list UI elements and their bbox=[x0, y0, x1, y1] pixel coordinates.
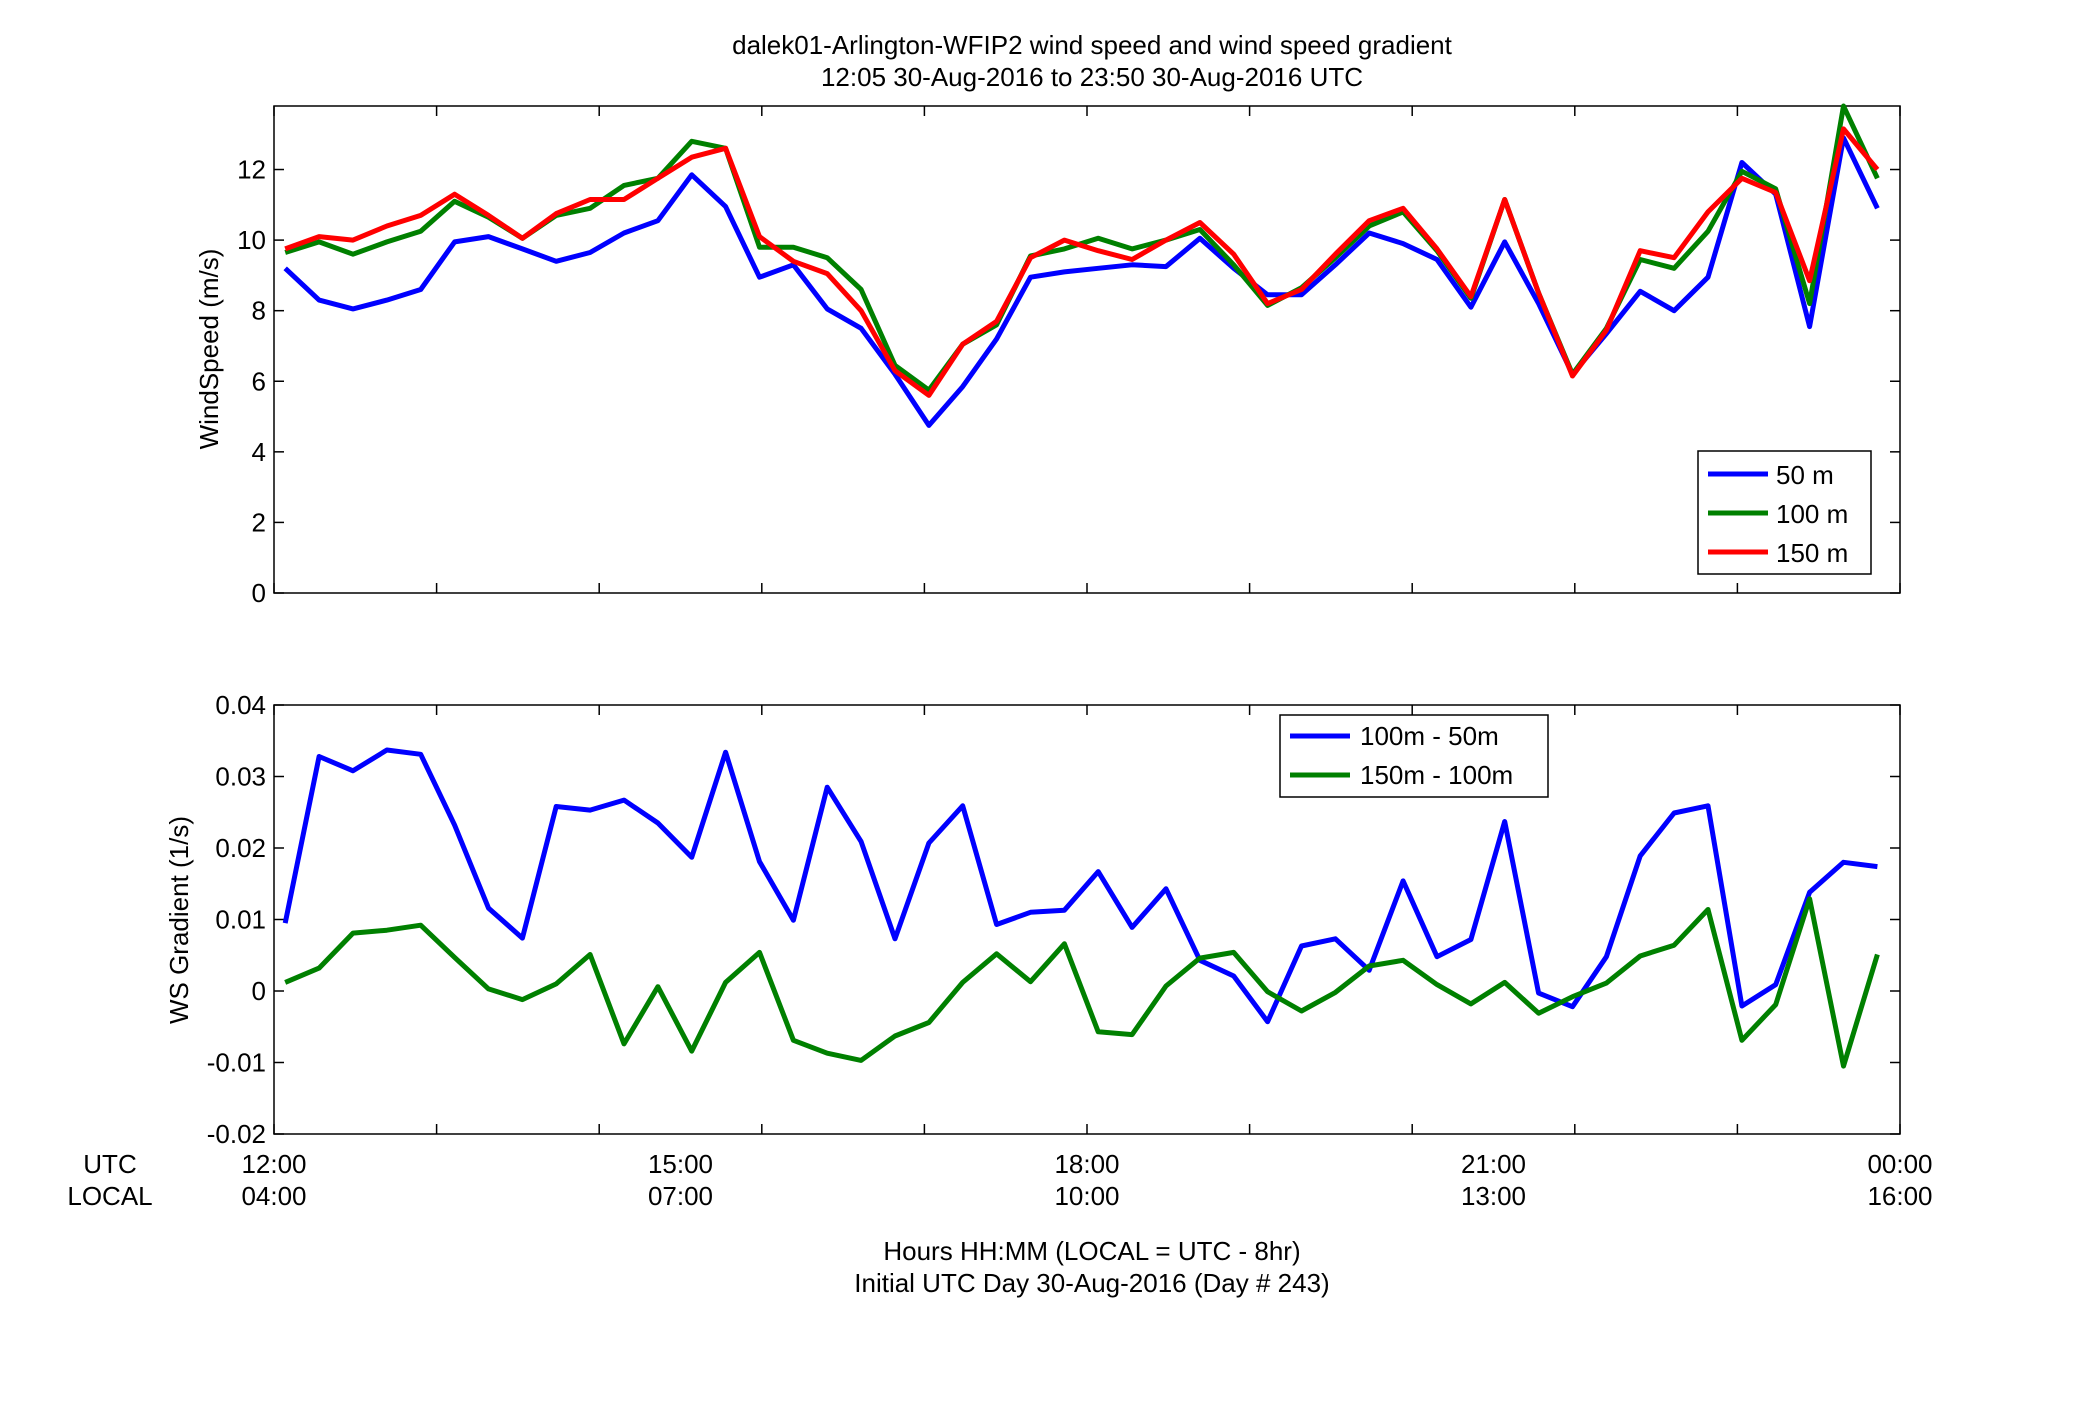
gradient-legend: 100m - 50m 150m - 100m bbox=[1279, 714, 1549, 798]
windspeed-legend: 50 m 100 m 150 m bbox=[1697, 450, 1872, 575]
windspeed-lines bbox=[283, 103, 1880, 428]
windspeed-panel: 0 2 4 6 8 10 12 WindSpeed (m/s) 50 m 100 m 150… bbox=[194, 103, 1901, 608]
windspeed-ytick-label: 6 bbox=[252, 366, 266, 396]
windspeed-ylabel: WindSpeed (m/s) bbox=[194, 249, 224, 450]
gradient-lines bbox=[282, 747, 1880, 1069]
windspeed-ytick-label: 2 bbox=[252, 507, 266, 537]
local-tick-label: 04:00 bbox=[241, 1181, 306, 1211]
series-line-150m-100m bbox=[284, 896, 1880, 1069]
xlabel-line1: Hours HH:MM (LOCAL = UTC - 8hr) bbox=[883, 1236, 1300, 1266]
legend-label-50m: 50 m bbox=[1776, 460, 1834, 490]
gradient-panel: -0.02 -0.01 0 0.01 0.02 0.03 0.04 WS Gradient … bbox=[164, 690, 1901, 1149]
legend-label-100m: 100 m bbox=[1776, 499, 1848, 529]
windspeed-ticks: 0 2 4 6 8 10 12 bbox=[237, 106, 1901, 608]
windspeed-ytick-label: 12 bbox=[237, 155, 266, 185]
local-tick-label: 13:00 bbox=[1461, 1181, 1526, 1211]
windspeed-ytick-label: 8 bbox=[252, 296, 266, 326]
legend-label-150m: 150 m bbox=[1776, 538, 1848, 568]
gradient-ytick-label: 0.03 bbox=[215, 762, 266, 792]
windspeed-ytick-label: 10 bbox=[237, 225, 266, 255]
series-line-50-m bbox=[283, 135, 1880, 428]
utc-row-label: UTC bbox=[83, 1149, 136, 1179]
local-row-label: LOCAL bbox=[67, 1181, 152, 1211]
utc-tick-label: 18:00 bbox=[1054, 1149, 1119, 1179]
time-axis-labels: 12:00 15:00 18:00 21:00 00:00 04:00 07:00 10:00… bbox=[241, 1149, 1932, 1211]
legend-label-150m-100m: 150m - 100m bbox=[1360, 760, 1513, 790]
series-line-100m-50m bbox=[282, 747, 1878, 1025]
gradient-ylabel: WS Gradient (1/s) bbox=[164, 816, 194, 1024]
legend-label-100m-50m: 100m - 50m bbox=[1360, 721, 1499, 751]
gradient-ytick-label: 0.01 bbox=[215, 905, 266, 935]
figure-title-line2: 12:05 30-Aug-2016 to 23:50 30-Aug-2016 U… bbox=[821, 62, 1363, 92]
local-tick-label: 16:00 bbox=[1867, 1181, 1932, 1211]
utc-tick-label: 12:00 bbox=[241, 1149, 306, 1179]
local-tick-label: 10:00 bbox=[1054, 1181, 1119, 1211]
local-tick-label: 07:00 bbox=[648, 1181, 713, 1211]
gradient-ytick-label: -0.01 bbox=[207, 1048, 266, 1078]
gradient-ticks: -0.02 -0.01 0 0.01 0.02 0.03 0.04 bbox=[207, 690, 1901, 1149]
windspeed-ytick-label: 0 bbox=[252, 578, 266, 608]
series-line-150-m bbox=[284, 126, 1880, 398]
windspeed-ytick-label: 4 bbox=[252, 437, 266, 467]
utc-tick-label: 21:00 bbox=[1461, 1149, 1526, 1179]
gradient-ytick-label: 0 bbox=[252, 976, 266, 1006]
utc-tick-label: 00:00 bbox=[1867, 1149, 1932, 1179]
utc-tick-label: 15:00 bbox=[648, 1149, 713, 1179]
figure-title-line1: dalek01-Arlington-WFIP2 wind speed and w… bbox=[732, 30, 1453, 60]
gradient-ytick-label: 0.02 bbox=[215, 833, 266, 863]
windspeed-axes-box bbox=[273, 105, 1901, 594]
gradient-ytick-label: -0.02 bbox=[207, 1119, 266, 1149]
gradient-legend-box bbox=[1279, 714, 1549, 798]
gradient-axes-box bbox=[273, 704, 1901, 1135]
xlabel-line2: Initial UTC Day 30-Aug-2016 (Day # 243) bbox=[854, 1268, 1329, 1298]
gradient-ytick-label: 0.04 bbox=[215, 690, 266, 720]
